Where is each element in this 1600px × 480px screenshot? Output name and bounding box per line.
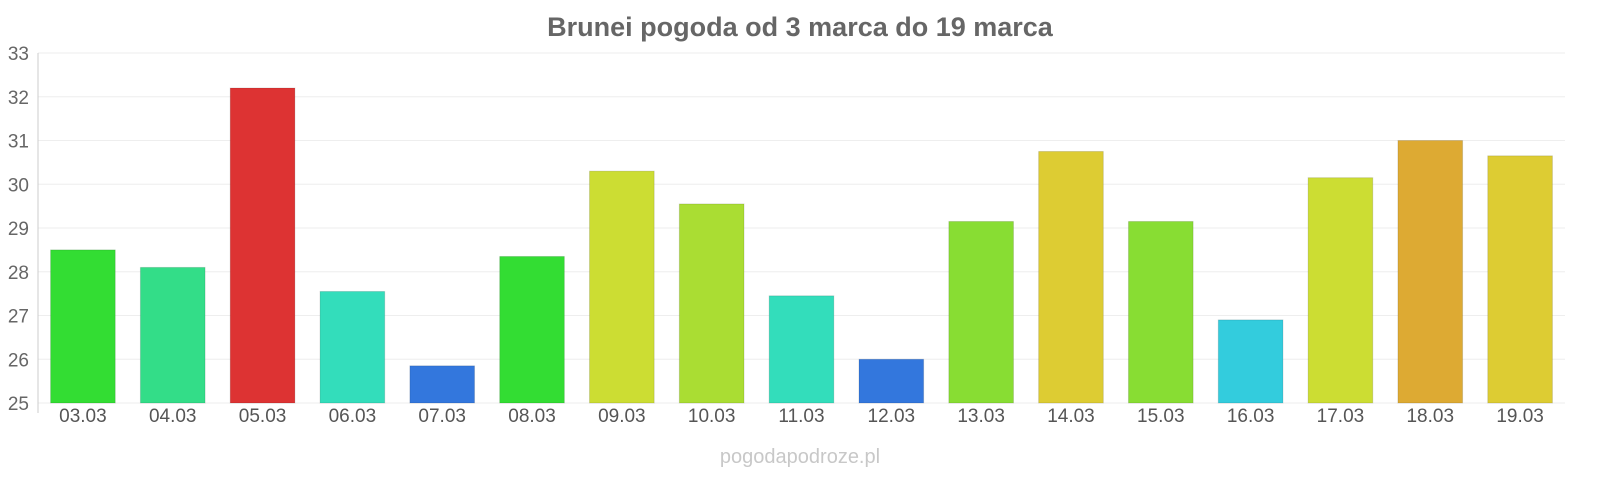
bar-13.03 [948,220,1014,404]
x-tick-label: 19.03 [1496,406,1544,427]
watermark: pogodapodroze.pl [720,446,880,468]
bar-09.03 [589,170,655,404]
bar-08.03 [499,255,565,404]
y-tick-label: 32 [8,88,29,109]
bar-06.03 [319,290,386,404]
x-tick-label: 09.03 [598,406,646,427]
bar-19.03 [1487,155,1553,404]
y-tick-label: 31 [8,132,29,153]
y-tick-label: 25 [8,394,29,415]
y-tick-label: 33 [8,44,29,65]
x-tick-label: 14.03 [1047,406,1095,427]
bar-15.03 [1127,220,1194,404]
y-axis-ticks: 25 26 27 28 29 30 31 32 33 [8,44,29,415]
y-tick-label: 28 [8,263,29,284]
x-tick-label: 15.03 [1137,406,1185,427]
y-tick-label: 26 [8,350,29,371]
x-tick-label: 16.03 [1227,406,1275,427]
bar-04.03 [139,266,206,404]
x-tick-label: 08.03 [508,406,556,427]
bar-10.03 [678,203,745,404]
x-tick-label: 10.03 [688,406,736,427]
bars [50,87,1553,404]
x-tick-label: 13.03 [957,406,1005,427]
x-tick-label: 03.03 [59,406,107,427]
bar-18.03 [1397,140,1464,404]
bar-16.03 [1217,319,1284,404]
chart-title: Brunei pogoda od 3 marca do 19 marca [547,12,1054,42]
bar-05.03 [229,87,296,404]
x-tick-label: 17.03 [1317,406,1365,427]
x-tick-label: 06.03 [329,406,377,427]
x-tick-label: 18.03 [1406,406,1454,427]
x-tick-label: 05.03 [239,406,287,427]
bar-11.03 [768,295,835,404]
bar-17.03 [1307,177,1374,404]
x-tick-label: 12.03 [868,406,916,427]
x-axis-ticks: 03.03 04.03 05.03 06.03 07.03 08.03 09.03 10.03… [59,406,1544,427]
bar-14.03 [1038,150,1104,404]
y-tick-label: 27 [8,307,29,328]
x-tick-label: 07.03 [418,406,466,427]
bar-12.03 [858,358,925,404]
y-tick-label: 30 [8,175,29,196]
y-tick-label: 29 [8,219,29,240]
x-tick-label: 04.03 [149,406,197,427]
x-tick-label: 11.03 [778,406,824,427]
bar-07.03 [409,365,476,404]
bar-03.03 [50,249,116,404]
